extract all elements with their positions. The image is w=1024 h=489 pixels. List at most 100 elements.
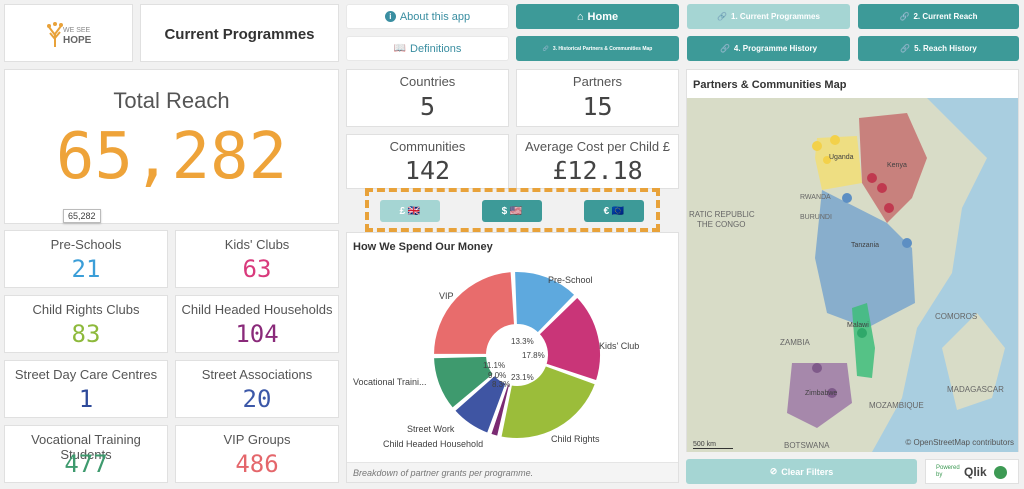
about-button[interactable]: i About this app [346, 4, 509, 29]
region-zimbabwe[interactable] [787, 363, 852, 428]
metric-card[interactable]: Vocational Training Students 477 [4, 425, 168, 483]
partners-card[interactable]: Partners 15 [516, 69, 679, 127]
place-tanzania: Tanzania [851, 242, 880, 249]
communities-label: Communities [389, 139, 466, 154]
pct-2: 17.8% [522, 351, 545, 360]
metric-card[interactable]: Street Associations 20 [175, 360, 339, 418]
metric-value: 63 [242, 255, 272, 283]
eur-label: € 🇪🇺 [603, 205, 625, 217]
metric-value: 83 [71, 320, 101, 348]
donut-slice-vocational-training[interactable] [432, 354, 495, 410]
home-button[interactable]: ⌂ Home [516, 4, 679, 29]
page-title-card: Current Programmes [140, 4, 339, 62]
place-zambia: ZAMBIA [780, 338, 810, 347]
usd-label: $ 🇺🇸 [501, 205, 523, 217]
pct-1: 13.3% [511, 337, 534, 346]
metric-card[interactable]: Street Day Care Centres 1 [4, 360, 168, 418]
home-label: Home [587, 10, 619, 23]
metric-card[interactable]: Child Headed Households 104 [175, 295, 339, 353]
link-icon: 🔗 [899, 12, 910, 21]
pct-4: 23.1% [511, 373, 534, 382]
place-comoros: COMOROS [935, 312, 978, 321]
africa-map[interactable] [687, 98, 1018, 452]
partners-label: Partners [572, 74, 623, 89]
gbp-button[interactable]: £ 🇬🇧 [380, 200, 440, 222]
countries-label: Countries [399, 74, 456, 89]
qlik-powered: Powered by [936, 465, 960, 478]
qlik-logo-icon [994, 466, 1007, 479]
link-icon: 🔗 [542, 45, 549, 52]
label-child-headed: Child Headed Household [383, 439, 484, 449]
donut-slice-kids-club[interactable] [537, 295, 602, 383]
reach-history-label: 5. Reach History [914, 44, 977, 53]
about-label: About this app [399, 10, 471, 23]
definitions-button[interactable]: 📖 Definitions [346, 36, 509, 61]
current-programmes-button[interactable]: 🔗 1. Current Programmes [687, 4, 850, 29]
qlik-name: Qlik [964, 465, 987, 479]
metric-label: Street Associations [201, 367, 313, 382]
place-uganda: Uganda [829, 154, 854, 161]
qlik-badge[interactable]: Powered by Qlik [925, 459, 1019, 484]
region-kenya[interactable] [859, 113, 927, 223]
home-icon: ⌂ [576, 10, 584, 23]
link-icon: 🔗 [719, 44, 730, 53]
label-vip: VIP [439, 291, 454, 301]
book-icon: 📖 [393, 43, 407, 54]
metric-value: 486 [235, 450, 279, 478]
place-zimbabwe: Zimbabwe [805, 390, 838, 397]
communities-card[interactable]: Communities 142 [346, 134, 509, 189]
metric-card[interactable]: Pre-Schools 21 [4, 230, 168, 288]
metric-value: 20 [242, 385, 272, 413]
usd-button[interactable]: $ 🇺🇸 [482, 200, 542, 222]
metric-label: Street Day Care Centres [14, 367, 158, 382]
page-title: Current Programmes [164, 26, 315, 43]
countries-card[interactable]: Countries 5 [346, 69, 509, 127]
donut-slice-street-work[interactable] [453, 373, 508, 435]
place-drc-2: THE CONGO [697, 220, 746, 229]
donut-slice-child-rights[interactable] [499, 364, 597, 440]
place-kenya: Kenya [887, 162, 907, 169]
spend-chart-card: How We Spend Our Money Breakdown of part… [346, 232, 679, 483]
metric-card[interactable]: VIP Groups 486 [175, 425, 339, 483]
metric-card[interactable]: Kids' Clubs 63 [175, 230, 339, 288]
current-reach-button[interactable]: 🔗 2. Current Reach [858, 4, 1019, 29]
spend-donut-chart[interactable] [347, 255, 678, 475]
metric-card[interactable]: Child Rights Clubs 83 [4, 295, 168, 353]
donut-slice-pre-school[interactable] [513, 270, 577, 335]
metric-value: 21 [71, 255, 101, 283]
place-burundi: BURUNDI [800, 214, 832, 221]
pct-5: 9.0% [488, 371, 507, 380]
total-reach-label: Total Reach [113, 88, 230, 113]
total-reach-card: Total Reach 65,282 65,282 [4, 69, 339, 224]
place-mozambique: MOZAMBIQUE [869, 401, 924, 410]
gbp-label: £ 🇬🇧 [399, 205, 421, 217]
avg-cost-card[interactable]: Average Cost per Child £ £12.18 [516, 134, 679, 189]
programme-history-button[interactable]: 🔗 4. Programme History [687, 36, 850, 61]
clear-filters-label: Clear Filters [781, 466, 834, 477]
eur-button[interactable]: € 🇪🇺 [584, 200, 644, 222]
current-reach-label: 2. Current Reach [913, 12, 978, 21]
historical-map-button[interactable]: 🔗 3. Historical Partners & Communities M… [516, 36, 679, 61]
region-tanzania[interactable] [815, 190, 915, 328]
metric-label: VIP Groups [223, 432, 291, 447]
region-malawi[interactable] [852, 303, 875, 378]
pct-3: 11.1% [483, 361, 506, 370]
link-icon: 🔗 [900, 44, 911, 53]
label-street-work: Street Work [407, 424, 455, 434]
current-programmes-label: 1. Current Programmes [731, 12, 820, 21]
total-reach-value: 65,282 [55, 120, 288, 194]
region-uganda[interactable] [815, 136, 862, 190]
label-kids-club: Kids' Club [599, 341, 640, 351]
clear-filters-button[interactable]: ⊘ Clear Filters [686, 459, 917, 484]
logo-card: WE SEE HOPE [4, 4, 133, 62]
place-madagascar: MADAGASCAR [947, 385, 1004, 394]
map-scale: 500 km [693, 441, 733, 449]
countries-value: 5 [419, 92, 436, 121]
communities-value: 142 [404, 156, 451, 185]
donut-slice-vip[interactable] [432, 270, 517, 356]
place-drc-1: RATIC REPUBLIC [689, 210, 755, 219]
avg-cost-value: £12.18 [552, 156, 643, 185]
metric-value: 1 [78, 385, 94, 413]
metric-label: Child Headed Households [181, 302, 333, 317]
reach-history-button[interactable]: 🔗 5. Reach History [858, 36, 1019, 61]
